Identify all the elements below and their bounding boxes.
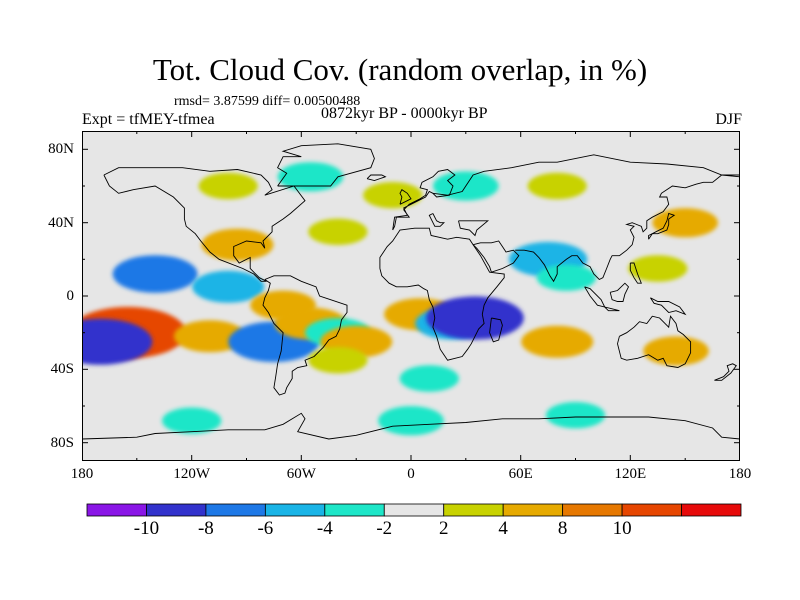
lon-tick-label: 180 <box>70 466 94 482</box>
coastline-13 <box>604 306 620 312</box>
lon-tick-label: 180 <box>728 466 752 482</box>
colorbar-swatch <box>562 503 623 517</box>
colorbar-swatch <box>502 503 564 517</box>
lon-tick-label: 60E <box>508 466 533 482</box>
season-label: DJF <box>715 111 742 128</box>
colorbar-swatch <box>264 503 326 517</box>
anomaly-region-5 <box>173 320 246 353</box>
anomaly-region-11 <box>308 347 368 374</box>
colorbar-swatch <box>621 503 682 517</box>
coastline-15 <box>629 262 642 284</box>
anomaly-region-14 <box>426 296 524 340</box>
coastline-9 <box>648 212 676 240</box>
coastline-1 <box>262 275 348 396</box>
lat-tick-label: 40S <box>50 361 74 378</box>
lon-tick-label: 0 <box>407 466 415 482</box>
coastline-0 <box>103 167 306 282</box>
colorbar-swatch <box>324 503 385 517</box>
anomaly-region-28 <box>378 406 444 436</box>
coastline-8 <box>515 174 740 283</box>
colorbar-swatch <box>146 503 207 517</box>
anomaly-region-22 <box>363 182 423 209</box>
coastline-2 <box>379 227 505 361</box>
cloud-cover-map <box>82 131 740 461</box>
colorbar-label: -6 <box>257 518 274 539</box>
anomaly-region-30 <box>162 407 222 434</box>
colorbar-label: -4 <box>316 518 333 539</box>
lat-tick-label: 80N <box>48 141 74 158</box>
anomaly-region-29 <box>545 402 606 429</box>
coastline-5 <box>428 213 446 227</box>
anomaly-region-17 <box>536 264 596 291</box>
colorbar-swatch <box>86 503 147 517</box>
colorbar-swatch <box>383 503 445 517</box>
coastline-17 <box>399 189 412 205</box>
colorbar-label: -8 <box>197 518 214 539</box>
coastline-21 <box>714 363 737 381</box>
coastline-14 <box>650 297 687 316</box>
coastline-16 <box>489 317 503 343</box>
experiment-label: Expt = tfMEY-tfmea <box>82 111 215 128</box>
coastline-20 <box>82 412 740 440</box>
coastline-10 <box>617 315 692 368</box>
colorbar-label: 2 <box>438 518 449 539</box>
colorbar-label: 10 <box>612 518 632 539</box>
coastline-7 <box>472 240 520 273</box>
coastline-6 <box>458 220 490 237</box>
anomaly-region-23 <box>277 162 344 192</box>
rmsd-diff-stats: rmsd= 3.87599 diff= 0.00500488 <box>174 94 361 109</box>
lat-tick-label: 40N <box>48 214 74 231</box>
anomaly-region-27 <box>308 218 368 245</box>
lat-tick-label: 0 <box>66 288 75 304</box>
colorbar-swatch <box>205 503 266 517</box>
colorbar-label: 8 <box>557 518 568 539</box>
colorbar <box>86 503 742 517</box>
colorbar-label: -2 <box>376 518 393 539</box>
anomaly-region-21 <box>628 255 688 282</box>
period-label: 0872kyr BP - 0000kyr BP <box>321 105 488 122</box>
anomaly-region-26 <box>198 172 258 200</box>
coastline-19 <box>366 174 387 181</box>
coastline-3 <box>392 169 456 231</box>
coastline-18 <box>277 143 375 187</box>
anomaly-region-25 <box>527 172 587 200</box>
coastline-12 <box>609 282 630 302</box>
lon-tick-label: 60W <box>286 466 316 482</box>
lon-tick-label: 120W <box>173 466 210 482</box>
coastline-4 <box>432 154 740 196</box>
colorbar-swatch <box>443 503 504 517</box>
anomaly-region-3 <box>192 270 265 303</box>
anomaly-region-15 <box>399 365 459 392</box>
colorbar-label: -10 <box>133 518 160 539</box>
anomaly-region-19 <box>652 208 718 238</box>
colorbar-swatch <box>681 503 742 517</box>
anomaly-region-1 <box>82 318 153 365</box>
lat-tick-label: 80S <box>50 434 74 451</box>
colorbar-label: 4 <box>498 518 508 539</box>
anomaly-region-2 <box>112 255 198 293</box>
lon-tick-label: 120E <box>614 466 647 482</box>
map-title: Tot. Cloud Cov. (random overlap, in %) <box>152 52 648 87</box>
anomaly-region-18 <box>521 325 594 358</box>
anomaly-region-20 <box>643 336 709 366</box>
